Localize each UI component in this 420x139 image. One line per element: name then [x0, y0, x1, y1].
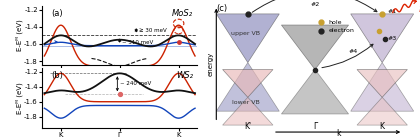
Polygon shape [223, 97, 273, 125]
Y-axis label: E-Eᴹ (eV): E-Eᴹ (eV) [15, 20, 23, 51]
Text: energy: energy [208, 52, 214, 76]
Text: (c): (c) [216, 4, 227, 13]
Text: ~ 310 meV: ~ 310 meV [122, 40, 153, 45]
Text: #2: #2 [310, 2, 320, 7]
Text: upper VB: upper VB [231, 31, 260, 36]
Polygon shape [351, 14, 414, 63]
Text: WS₂: WS₂ [176, 71, 193, 80]
Polygon shape [216, 14, 279, 63]
Text: MoS₂: MoS₂ [172, 8, 193, 18]
Text: K': K' [244, 122, 251, 131]
Text: Γ: Γ [313, 122, 317, 131]
Polygon shape [351, 63, 414, 111]
Text: K: K [380, 122, 385, 131]
Polygon shape [281, 70, 349, 114]
Polygon shape [216, 63, 279, 111]
Text: #4: #4 [348, 49, 357, 54]
Text: hole: hole [328, 20, 342, 25]
Text: #1: #1 [388, 8, 396, 13]
Polygon shape [357, 97, 407, 125]
Polygon shape [281, 25, 349, 70]
Text: k: k [336, 129, 340, 137]
Text: (b): (b) [51, 71, 63, 80]
Text: electron: electron [328, 28, 354, 33]
Text: ~ 240 meV: ~ 240 meV [120, 81, 151, 86]
Text: lower VB: lower VB [232, 100, 260, 105]
Polygon shape [223, 70, 273, 97]
Polygon shape [357, 70, 407, 97]
Text: #3: #3 [388, 36, 397, 41]
Text: ≥ 30 meV: ≥ 30 meV [139, 28, 166, 33]
Y-axis label: E-Eᴹ (eV): E-Eᴹ (eV) [15, 82, 23, 114]
Text: $\hbar\omega$: $\hbar\omega$ [418, 3, 420, 14]
Text: (a): (a) [51, 8, 63, 18]
